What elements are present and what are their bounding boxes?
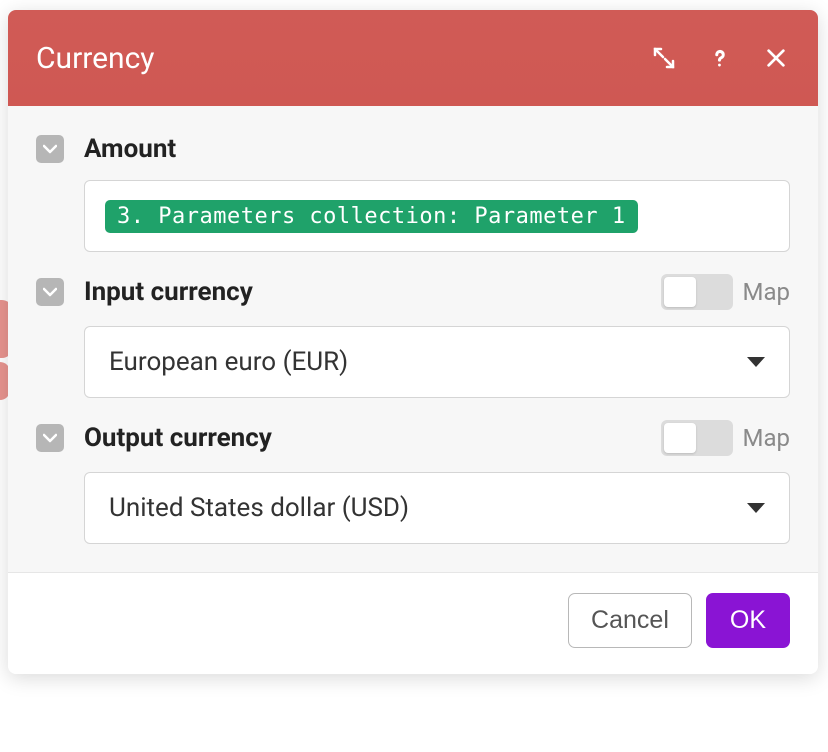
- cancel-button[interactable]: Cancel: [568, 593, 692, 648]
- amount-input[interactable]: 3. Parameters collection: Parameter 1: [84, 180, 790, 252]
- map-label: Map: [743, 424, 790, 452]
- map-toggle-knob: [664, 423, 696, 453]
- expand-icon[interactable]: [650, 44, 678, 72]
- help-icon[interactable]: [706, 44, 734, 72]
- input-currency-control: European euro (EUR): [84, 326, 790, 398]
- collapse-toggle[interactable]: [36, 278, 64, 306]
- output-currency-control: United States dollar (USD): [84, 472, 790, 544]
- map-label: Map: [743, 278, 790, 306]
- parameter-pill[interactable]: 3. Parameters collection: Parameter 1: [105, 200, 638, 233]
- input-currency-value: European euro (EUR): [109, 347, 747, 377]
- collapse-toggle[interactable]: [36, 135, 64, 163]
- map-toggle[interactable]: [661, 274, 733, 310]
- dialog-body: Amount 3. Parameters collection: Paramet…: [8, 106, 818, 572]
- close-icon[interactable]: [762, 44, 790, 72]
- dialog-footer: Cancel OK: [8, 572, 818, 674]
- amount-control: 3. Parameters collection: Parameter 1: [84, 180, 790, 252]
- field-header: Input currency Map: [36, 274, 790, 310]
- map-toggle[interactable]: [661, 420, 733, 456]
- output-currency-select[interactable]: United States dollar (USD): [84, 472, 790, 544]
- header-actions: [650, 44, 790, 72]
- dialog-header: Currency: [8, 10, 818, 106]
- chevron-down-icon: [747, 503, 765, 513]
- ok-button[interactable]: OK: [706, 593, 790, 648]
- output-currency-value: United States dollar (USD): [109, 493, 747, 523]
- map-control: Map: [661, 274, 790, 310]
- field-header: Output currency Map: [36, 420, 790, 456]
- output-currency-label: Output currency: [84, 423, 661, 453]
- amount-label: Amount: [84, 134, 790, 164]
- collapse-toggle[interactable]: [36, 424, 64, 452]
- input-currency-label: Input currency: [84, 277, 661, 307]
- field-header: Amount: [36, 134, 790, 164]
- map-toggle-knob: [664, 277, 696, 307]
- dialog-title: Currency: [36, 41, 650, 76]
- field-amount: Amount 3. Parameters collection: Paramet…: [36, 134, 790, 252]
- currency-dialog: Currency: [8, 10, 818, 674]
- chevron-down-icon: [747, 357, 765, 367]
- map-control: Map: [661, 420, 790, 456]
- field-input-currency: Input currency Map European euro (EUR): [36, 274, 790, 398]
- input-currency-select[interactable]: European euro (EUR): [84, 326, 790, 398]
- field-output-currency: Output currency Map United States dollar…: [36, 420, 790, 544]
